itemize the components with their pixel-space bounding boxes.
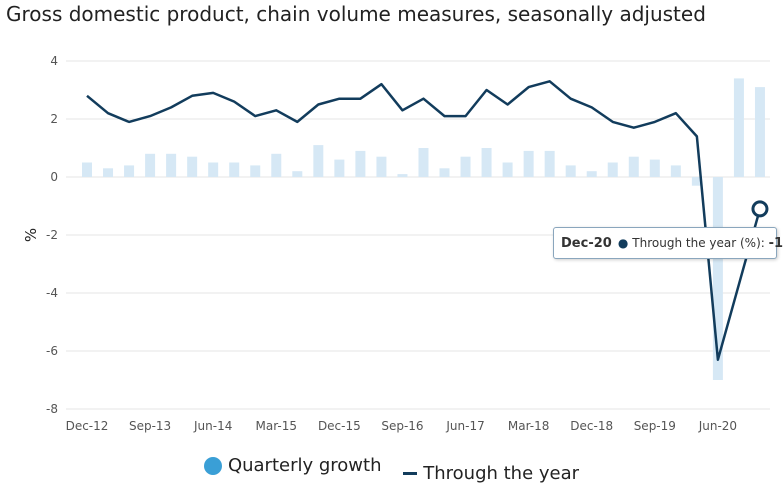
x-tick-label: Dec-15: [318, 419, 361, 433]
chart-title: Gross domestic product, chain volume mea…: [6, 2, 706, 26]
y-tick-label: 2: [50, 112, 58, 126]
y-axis-label: %: [22, 228, 40, 242]
bar: [586, 171, 597, 177]
bar: [733, 78, 744, 177]
x-tick-label: Dec-18: [570, 419, 613, 433]
legend-label: Through the year: [423, 462, 580, 484]
chart-plot: 4 2 0 -2 -4 -6 -8% Dec-12 Sep-13 Jun-14 Mar-15 Dec-…: [22, 54, 770, 433]
bar: [607, 162, 618, 177]
bar: [544, 150, 555, 177]
x-tick-label: Dec-12: [66, 419, 109, 433]
bar: [565, 165, 576, 177]
bar: [649, 159, 660, 177]
legend-line-icon: [403, 471, 418, 475]
x-tick-label: Sep-19: [634, 419, 676, 433]
legend: Quarterly growth Through the year: [0, 455, 783, 484]
bar: [166, 153, 177, 177]
y-tick-label: -8: [46, 402, 58, 416]
bar: [292, 171, 303, 177]
bar: [628, 156, 639, 177]
x-tick-label: Jun-20: [698, 419, 737, 433]
bar: [523, 150, 534, 177]
tooltip-series: Through the year (%):: [632, 236, 765, 250]
x-tick-label: Mar-15: [256, 419, 297, 433]
tooltip-value: -1.1: [768, 235, 783, 251]
bar: [208, 162, 219, 177]
bar: [670, 165, 681, 177]
x-tick-label: Mar-18: [508, 419, 549, 433]
bar: [754, 87, 765, 177]
bar: [334, 159, 345, 177]
bar: [376, 156, 387, 177]
tooltip-date: Dec-20: [561, 235, 612, 251]
bar: [82, 162, 92, 177]
y-tick-label: -4: [46, 286, 58, 300]
bar: [229, 162, 240, 177]
y-tick-label: 4: [50, 54, 58, 68]
x-tick-label: Jun-17: [445, 419, 484, 433]
tooltip-marker-icon: ●: [617, 236, 629, 250]
bar: [460, 156, 471, 177]
x-tick-label: Sep-16: [381, 419, 423, 433]
bar: [271, 153, 282, 177]
bar: [103, 168, 114, 177]
bar: [502, 162, 513, 177]
legend-label: Quarterly growth: [227, 455, 382, 476]
line-series: [86, 80, 762, 361]
highlighted-point: [751, 200, 769, 218]
y-tick-label: -2: [46, 228, 58, 242]
bar: [187, 156, 198, 177]
y-tick-label: -6: [46, 344, 58, 358]
bar: [145, 153, 156, 177]
y-tick-label: 0: [50, 170, 58, 184]
bar: [355, 150, 366, 177]
bar: [691, 177, 702, 186]
bar: [481, 148, 492, 177]
bar: [250, 165, 261, 177]
bar: [418, 148, 429, 177]
x-tick-label: Sep-13: [129, 419, 171, 433]
bar: [124, 165, 135, 177]
bar: [439, 168, 450, 177]
legend-dot-icon: [203, 456, 222, 475]
x-tick-label: Jun-14: [193, 419, 232, 433]
bar: [313, 145, 324, 177]
bar: [712, 177, 723, 380]
bar: [397, 174, 408, 177]
tooltip: Dec-20 ● Through the year (%): -1.1: [553, 227, 783, 259]
legend-item-quarterly-growth[interactable]: Quarterly growth: [203, 455, 382, 476]
legend-item-through-the-year[interactable]: Through the year: [403, 463, 579, 484]
